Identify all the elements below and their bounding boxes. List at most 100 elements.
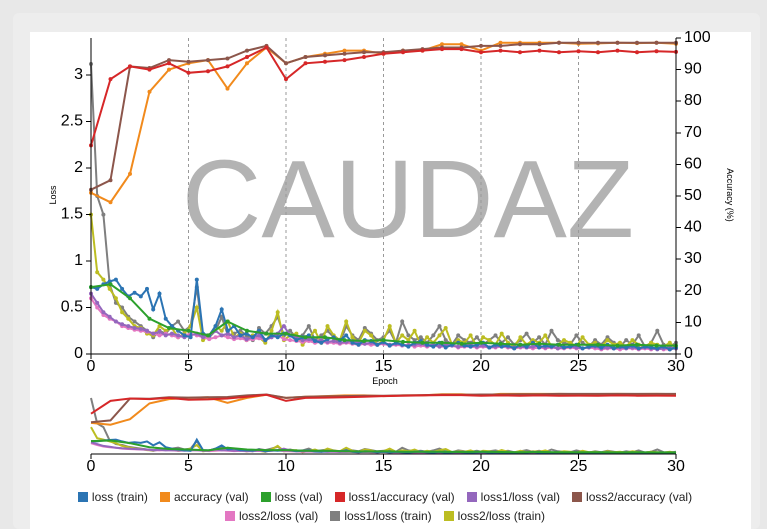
- legend-label: loss (train): [91, 490, 148, 504]
- data-point-accuracy-val: [245, 61, 249, 66]
- data-point-loss2-accuracy-val: [362, 50, 366, 55]
- data-point-loss2-accuracy-val: [167, 58, 171, 63]
- legend-item[interactable]: accuracy (val): [159, 488, 249, 507]
- data-point-loss2-accuracy-val: [537, 42, 542, 47]
- data-point-loss-val: [537, 341, 542, 346]
- data-point-loss1-loss-train: [418, 335, 423, 340]
- x-tick-label: 15: [375, 358, 393, 375]
- data-point-loss1-loss-train: [574, 333, 579, 338]
- data-point-loss2-accuracy-val: [206, 58, 210, 63]
- context-x-tick-label: 15: [375, 458, 393, 475]
- data-point-loss1-accuracy-val: [108, 77, 113, 82]
- data-point-loss-val: [557, 342, 561, 347]
- data-point-loss1-loss-val: [95, 300, 100, 305]
- data-point-loss-train: [275, 335, 280, 340]
- legend-item[interactable]: loss2/loss (train): [443, 507, 545, 526]
- data-point-loss-train: [151, 307, 156, 312]
- legend-item[interactable]: loss2/accuracy (val): [572, 488, 692, 507]
- data-point-loss-train: [375, 342, 380, 347]
- x-tick-label: 25: [570, 358, 588, 375]
- data-point-loss2-loss-train: [101, 277, 106, 282]
- y-right-tick-label: 0: [684, 345, 693, 362]
- data-point-loss-train: [250, 335, 255, 340]
- data-point-loss2-loss-train: [325, 324, 330, 329]
- data-point-accuracy-val: [440, 42, 444, 47]
- data-point-loss2-loss-train: [437, 333, 442, 338]
- context-x-tick-label: 25: [570, 458, 588, 475]
- data-point-loss1-loss-val: [120, 322, 125, 327]
- data-point-loss2-loss-train: [120, 310, 125, 315]
- data-point-loss1-loss-train: [101, 212, 106, 217]
- data-point-loss1-loss-val: [151, 331, 156, 336]
- data-point-loss-val: [479, 340, 483, 345]
- data-point-loss-train: [238, 333, 243, 338]
- data-point-loss2-accuracy-val: [557, 40, 561, 45]
- data-point-loss1-loss-val: [201, 335, 205, 340]
- axes: 00551010151520202525303000.511.522.53010…: [61, 29, 711, 475]
- context-x-tick-label: 30: [667, 458, 685, 475]
- data-point-loss2-loss-train: [400, 333, 405, 338]
- data-point-loss2-loss-train: [275, 310, 280, 315]
- data-point-accuracy-val: [342, 48, 347, 53]
- x-tick-label: 0: [87, 358, 96, 375]
- data-point-loss2-accuracy-val: [225, 56, 230, 61]
- data-point-loss1-accuracy-val: [576, 49, 581, 54]
- data-point-loss1-accuracy-val: [186, 70, 191, 75]
- data-point-loss1-loss-val: [157, 329, 162, 334]
- data-point-loss-train: [636, 346, 641, 351]
- data-point-loss1-loss-train: [636, 333, 641, 338]
- data-point-loss2-loss-train: [499, 331, 504, 336]
- legend-item[interactable]: loss1/loss (val): [466, 488, 560, 507]
- data-point-loss1-accuracy-val: [167, 61, 171, 66]
- data-point-loss-val: [323, 335, 327, 340]
- data-point-loss2-loss-train: [201, 338, 205, 343]
- data-point-loss2-loss-val: [238, 336, 243, 341]
- x-tick-label: 10: [277, 358, 295, 375]
- data-point-loss1-loss-val: [325, 339, 330, 344]
- legend-item[interactable]: loss (val): [260, 488, 323, 507]
- data-point-loss-train: [219, 307, 224, 312]
- data-point-loss1-loss-train: [306, 324, 311, 329]
- data-point-loss-train: [524, 344, 529, 349]
- legend-item[interactable]: loss (train): [77, 488, 148, 507]
- data-point-loss-train: [387, 343, 392, 348]
- data-point-loss2-accuracy-val: [303, 55, 308, 59]
- data-point-loss-val: [615, 343, 620, 348]
- legend-label: loss1/loss (train): [344, 509, 432, 523]
- chart-legend: loss (train) accuracy (val) loss (val) loss…: [40, 488, 730, 526]
- data-point-loss1-accuracy-val: [635, 50, 639, 55]
- data-point-loss1-loss-train: [400, 319, 405, 324]
- data-point-loss1-loss-val: [145, 328, 149, 333]
- data-point-loss-train: [313, 339, 317, 343]
- legend-item[interactable]: loss1/loss (train): [330, 507, 432, 526]
- data-point-loss-val: [186, 328, 191, 333]
- data-point-loss2-accuracy-val: [108, 178, 113, 183]
- data-point-loss1-loss-train: [362, 326, 367, 330]
- data-point-loss2-loss-train: [362, 328, 367, 333]
- data-point-loss-val: [654, 343, 659, 348]
- data-point-loss2-loss-val: [207, 337, 212, 342]
- data-point-loss1-accuracy-val: [479, 50, 483, 55]
- data-point-loss2-loss-train: [350, 335, 355, 340]
- data-point-loss-val: [108, 282, 113, 287]
- data-point-loss2-accuracy-val: [186, 59, 191, 64]
- legend-label: loss2/loss (val): [238, 509, 319, 523]
- legend-item[interactable]: loss2/loss (val): [224, 507, 319, 526]
- data-point-loss-train: [225, 328, 230, 333]
- y-right-tick-label: 10: [684, 313, 702, 330]
- data-point-loss1-accuracy-val: [420, 48, 425, 53]
- data-point-loss1-loss-val: [574, 345, 579, 350]
- data-point-loss-val: [518, 342, 522, 347]
- data-point-loss-val: [167, 326, 171, 330]
- data-point-loss-train: [132, 290, 137, 295]
- data-point-loss-train: [487, 345, 492, 350]
- data-point-loss2-loss-val: [281, 337, 286, 342]
- y-right-tick-label: 30: [684, 250, 702, 267]
- data-point-loss-train: [667, 347, 672, 352]
- data-point-loss1-loss-val: [437, 344, 442, 349]
- data-point-loss1-loss-train: [176, 319, 181, 324]
- data-point-loss-val: [128, 296, 132, 301]
- data-point-accuracy-val: [225, 86, 230, 91]
- legend-item[interactable]: loss1/accuracy (val): [334, 488, 455, 507]
- data-point-accuracy-val: [167, 67, 171, 72]
